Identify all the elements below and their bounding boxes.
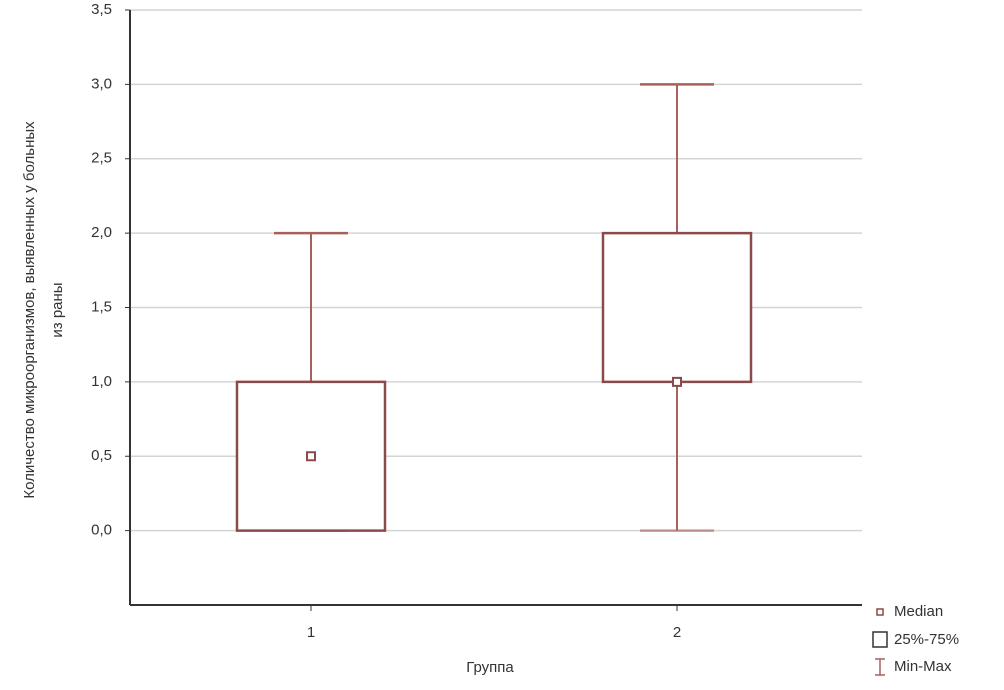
median-marker: [672, 376, 682, 387]
y-tick-label: 3,0: [91, 75, 112, 92]
median-marker: [306, 451, 316, 462]
y-tick-label: 2,5: [91, 150, 112, 167]
y-tick-label: 1,0: [91, 373, 112, 390]
legend-median-icon: [876, 608, 884, 616]
y-tick-label: 0,0: [91, 522, 112, 539]
x-tick-label: 1: [307, 624, 315, 641]
y-tick-label: 0,5: [91, 447, 112, 464]
y-tick-label: 1,5: [91, 298, 112, 315]
legend-label: Median: [894, 603, 943, 620]
box: [601, 231, 753, 384]
y-tick-label: 2,0: [91, 224, 112, 241]
legend-box-icon: [872, 631, 888, 648]
legend-label: 25%-75%: [894, 631, 959, 648]
y-axis-title-line: Количество микроорганизмов, выявленных у…: [21, 121, 38, 499]
y-tick-label: 3,5: [91, 1, 112, 18]
legend-label: Min-Max: [894, 658, 952, 675]
x-axis-title: Группа: [466, 659, 514, 676]
y-axis-title-line: из раны: [49, 282, 66, 337]
x-tick-label: 2: [673, 624, 681, 641]
y-axis-title: Количество микроорганизмов, выявленных у…: [21, 121, 66, 499]
